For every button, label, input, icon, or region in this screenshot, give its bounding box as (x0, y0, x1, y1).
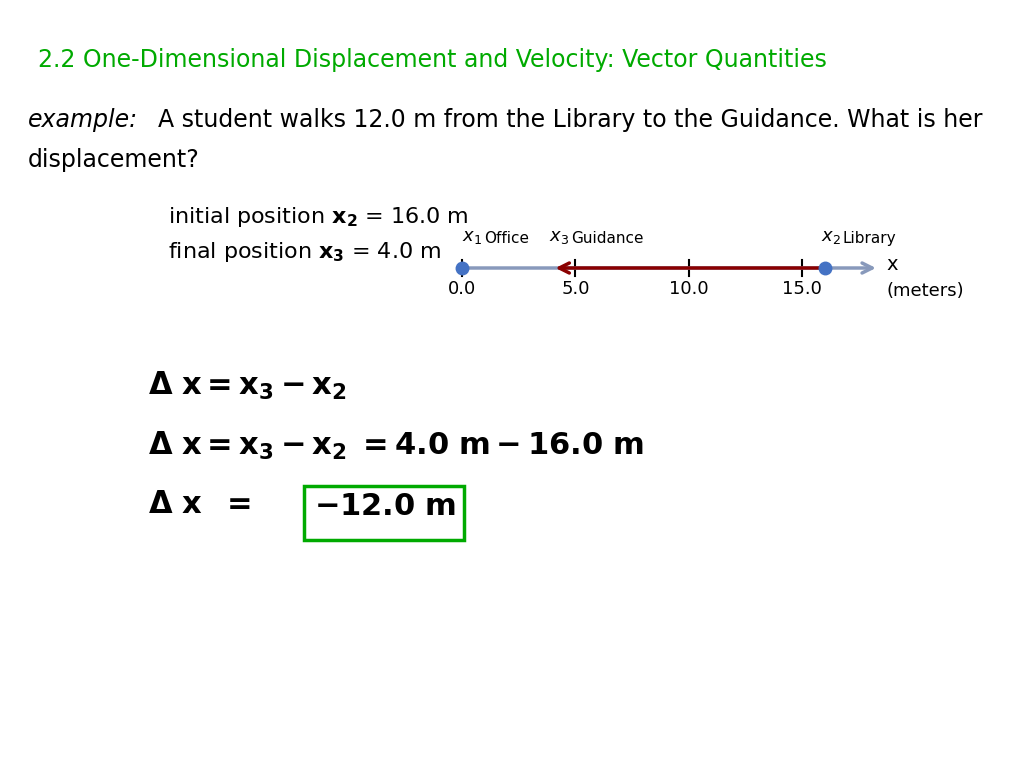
Text: displacement?: displacement? (28, 148, 200, 172)
Text: Office: Office (484, 231, 529, 246)
Text: 2.2 One-Dimensional Displacement and Velocity: Vector Quantities: 2.2 One-Dimensional Displacement and Vel… (38, 48, 826, 72)
Text: $\mathbf{\Delta}$ $\mathbf{x = x_3 - x_2}$ $\mathbf{= 4.0\ m - 16.0\ m}$: $\mathbf{\Delta}$ $\mathbf{x = x_3 - x_2… (148, 430, 644, 462)
Text: $x_2$: $x_2$ (820, 228, 841, 246)
Text: x: x (887, 254, 898, 273)
Text: $\mathbf{\Delta}$ $\mathbf{x = x_3 - x_2}$: $\mathbf{\Delta}$ $\mathbf{x = x_3 - x_2… (148, 370, 347, 402)
Text: final position $\mathbf{x_3}$ = 4.0 m: final position $\mathbf{x_3}$ = 4.0 m (168, 240, 441, 264)
FancyBboxPatch shape (304, 486, 464, 540)
Text: example:: example: (28, 108, 138, 132)
Text: 0.0: 0.0 (447, 280, 476, 298)
Text: $x_1$: $x_1$ (462, 228, 482, 246)
Text: $\mathbf{\Delta}$ $\mathbf{x\ \ =}$: $\mathbf{\Delta}$ $\mathbf{x\ \ =}$ (148, 490, 251, 519)
Text: 10.0: 10.0 (669, 280, 709, 298)
Text: Library: Library (843, 231, 896, 246)
Text: $\mathbf{- 12.0\ m}$: $\mathbf{- 12.0\ m}$ (314, 492, 456, 521)
Text: $x_3$: $x_3$ (549, 228, 568, 246)
Text: (meters): (meters) (887, 282, 965, 300)
Text: Guidance: Guidance (570, 231, 643, 246)
Text: initial position $\mathbf{x_2}$ = 16.0 m: initial position $\mathbf{x_2}$ = 16.0 m (168, 205, 469, 229)
Text: 5.0: 5.0 (561, 280, 590, 298)
Text: A student walks 12.0 m from the Library to the Guidance. What is her: A student walks 12.0 m from the Library … (143, 108, 982, 132)
Text: 15.0: 15.0 (782, 280, 822, 298)
